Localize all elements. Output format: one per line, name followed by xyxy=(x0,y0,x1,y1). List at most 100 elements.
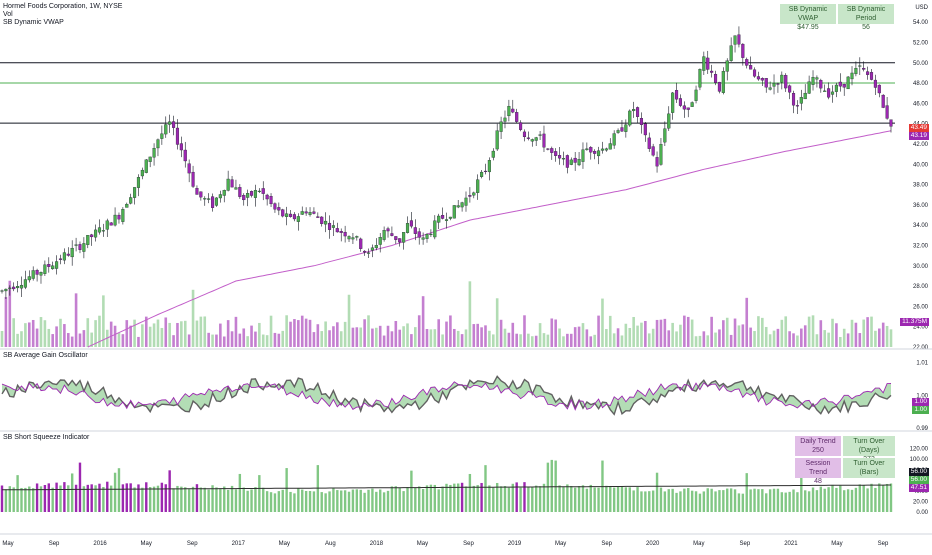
candle-body xyxy=(222,190,226,196)
volume-bar xyxy=(410,334,413,347)
volume-bar xyxy=(144,316,148,347)
candle-body xyxy=(468,195,472,197)
volume-bar xyxy=(554,319,557,347)
volume-bar xyxy=(476,323,479,347)
volume-bar xyxy=(577,326,581,347)
candle xyxy=(741,43,745,66)
volume-bar xyxy=(449,315,452,347)
time-tick-label: 2019 xyxy=(508,541,522,547)
price-tick-label: 32.00 xyxy=(913,243,929,249)
candle xyxy=(456,199,460,209)
squeeze-bar xyxy=(0,485,4,512)
squeeze-bar xyxy=(589,484,592,512)
volume-bar xyxy=(141,324,144,347)
candle-body xyxy=(191,171,195,187)
volume-bar xyxy=(757,316,760,347)
volume-bar xyxy=(530,336,534,347)
squeeze-bar xyxy=(882,485,885,512)
candle-body xyxy=(499,121,503,132)
candle xyxy=(616,128,620,134)
squeeze-bar xyxy=(460,482,464,512)
squeeze-bar xyxy=(16,475,19,512)
candle-body xyxy=(214,197,219,206)
volume-bar xyxy=(386,325,390,347)
candle-body xyxy=(312,211,316,214)
candle-body xyxy=(437,215,441,223)
candle-body xyxy=(873,79,877,88)
candle-body xyxy=(78,244,82,250)
candle xyxy=(515,108,519,124)
candle xyxy=(702,51,706,76)
candle-body xyxy=(725,60,729,72)
candle-body xyxy=(620,127,624,132)
candle-body xyxy=(327,222,332,230)
candle-body xyxy=(483,170,488,172)
volume-bar xyxy=(601,298,604,347)
volume-bar xyxy=(589,336,593,347)
volume-bar xyxy=(289,321,292,347)
volume-bar xyxy=(74,293,78,347)
candle xyxy=(249,190,254,198)
candle xyxy=(819,78,823,93)
candle xyxy=(327,215,332,239)
volume-bar xyxy=(187,334,191,347)
candle-body xyxy=(433,220,437,238)
candle-body xyxy=(257,190,261,192)
candle-body xyxy=(90,234,94,238)
squeeze-bar xyxy=(12,487,15,512)
candle-body xyxy=(612,133,616,146)
squeeze-bar xyxy=(648,491,651,512)
candle xyxy=(27,270,31,283)
squeeze-bar xyxy=(815,490,819,512)
candle-body xyxy=(292,214,296,220)
squeeze-bar xyxy=(846,489,850,512)
price-unit-label: USD xyxy=(915,5,928,11)
volume-bar xyxy=(375,327,378,347)
candle xyxy=(156,138,160,157)
volume-bar xyxy=(737,325,741,347)
candle xyxy=(265,193,269,206)
osc-value-tag-1: 1.00 xyxy=(912,398,929,406)
volume-bar xyxy=(63,324,66,347)
candle-body xyxy=(97,227,102,233)
session-trend-label: Session Trend xyxy=(805,460,831,476)
candle xyxy=(858,57,862,76)
squeeze-bar xyxy=(722,490,725,512)
volume-bar xyxy=(164,317,168,347)
squeeze-bar xyxy=(507,487,511,512)
volume-value-tag: 11.375M xyxy=(900,318,929,326)
candle xyxy=(320,216,324,227)
candle-body xyxy=(273,203,277,210)
squeeze-bar xyxy=(449,484,452,512)
candles xyxy=(0,26,893,299)
candle-body xyxy=(386,228,390,232)
volume-bar xyxy=(70,336,74,347)
squeeze-bar xyxy=(230,485,234,512)
volume-bar xyxy=(355,327,359,347)
candle xyxy=(889,119,893,133)
candle xyxy=(51,261,55,270)
candle xyxy=(554,148,558,162)
price-tick-label: 40.00 xyxy=(913,162,929,168)
period-info-label: SB Dynamic Period xyxy=(846,6,886,22)
candle-body xyxy=(495,130,499,150)
volume-bar xyxy=(484,325,487,347)
volume-bar xyxy=(718,329,721,347)
squeeze-bar xyxy=(698,493,702,512)
volume-bar xyxy=(538,323,542,347)
time-tick-label: May xyxy=(417,541,428,547)
volume-bar xyxy=(304,318,308,347)
candle-body xyxy=(148,156,152,162)
volume-bar xyxy=(628,327,632,347)
squeeze-bar xyxy=(343,490,347,512)
volume-label: Vol xyxy=(3,11,13,18)
candle-body xyxy=(12,286,16,290)
candle xyxy=(378,233,382,253)
osc-fill xyxy=(2,376,891,415)
squeeze-bar xyxy=(43,484,47,512)
candle-body xyxy=(125,203,129,208)
squeeze-bar xyxy=(624,487,628,512)
squeeze-bar xyxy=(4,489,8,512)
candle xyxy=(296,213,300,231)
squeeze-bar xyxy=(733,489,737,512)
